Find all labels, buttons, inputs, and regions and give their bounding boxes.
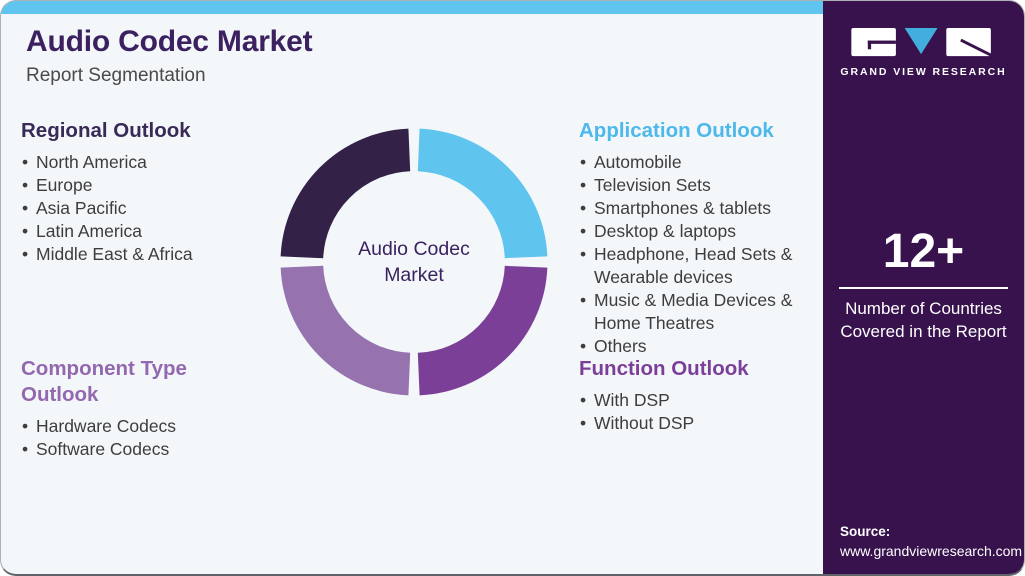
- list-item: Without DSP: [579, 412, 815, 435]
- page-subtitle: Report Segmentation: [26, 65, 206, 86]
- gvr-logo-icon: [850, 27, 995, 58]
- donut-chart-svg: [280, 128, 548, 396]
- list-item: Software Codecs: [21, 438, 271, 461]
- stat-caption: Number of Countries Covered in the Repor…: [840, 299, 1007, 341]
- donut-segment: [417, 265, 548, 396]
- function-outlook-list: With DSP Without DSP: [579, 389, 815, 435]
- donut-center-label: Audio Codec Market: [358, 238, 470, 286]
- application-outlook-heading: Application Outlook: [579, 119, 774, 142]
- list-item: Music & Media Devices & Home Theatres: [579, 289, 815, 335]
- component-type-outlook-list: Hardware Codecs Software Codecs: [21, 415, 271, 461]
- sidebar: GRAND VIEW RESEARCH 12+ Number of Countr…: [823, 1, 1024, 574]
- list-item: North America: [21, 151, 271, 174]
- source-block: Source: www.grandviewresearch.com: [840, 524, 1022, 559]
- donut-segment: [280, 265, 411, 396]
- list-item: Smartphones & tablets: [579, 197, 815, 220]
- donut-segment: [417, 128, 548, 259]
- application-outlook-list: Automobile Television Sets Smartphones &…: [579, 151, 815, 358]
- list-item: Hardware Codecs: [21, 415, 271, 438]
- function-outlook-heading: Function Outlook: [579, 357, 749, 380]
- source-label: Source:: [840, 524, 891, 539]
- list-item: Asia Pacific: [21, 197, 271, 220]
- countries-stat: 12+ Number of Countries Covered in the R…: [837, 228, 1010, 343]
- list-item: Middle East & Africa: [21, 243, 271, 266]
- list-item: Television Sets: [579, 174, 815, 197]
- list-item: Europe: [21, 174, 271, 197]
- regional-outlook-heading: Regional Outlook: [21, 119, 191, 142]
- section-application-outlook: Application Outlook Automobile Televisio…: [579, 118, 815, 358]
- component-type-outlook-heading: Component Type Outlook: [21, 357, 187, 406]
- header: Audio Codec Market Report Segmentation: [26, 25, 313, 87]
- source-url: www.grandviewresearch.com: [840, 543, 1023, 559]
- page-title: Audio Codec Market: [26, 25, 313, 58]
- section-function-outlook: Function Outlook With DSP Without DSP: [579, 356, 815, 435]
- section-regional-outlook: Regional Outlook North America Europe As…: [21, 118, 271, 266]
- regional-outlook-list: North America Europe Asia Pacific Latin …: [21, 151, 271, 266]
- donut-chart: Audio Codec Market: [272, 120, 556, 404]
- list-item: Automobile: [579, 151, 815, 174]
- list-item: Desktop & laptops: [579, 220, 815, 243]
- stat-number: 12+: [882, 225, 965, 278]
- gvr-logo-text: GRAND VIEW RESEARCH: [840, 66, 1007, 78]
- stat-divider: [839, 287, 1008, 289]
- list-item: With DSP: [579, 389, 815, 412]
- section-component-type-outlook: Component Type Outlook Hardware Codecs S…: [21, 356, 271, 461]
- list-item: Others: [579, 335, 815, 358]
- accent-bar: [1, 1, 823, 14]
- list-item: Headphone, Head Sets & Wearable devices: [579, 243, 815, 289]
- list-item: Latin America: [21, 220, 271, 243]
- donut-segment: [280, 128, 411, 259]
- gvr-logo: GRAND VIEW RESEARCH: [823, 27, 1024, 78]
